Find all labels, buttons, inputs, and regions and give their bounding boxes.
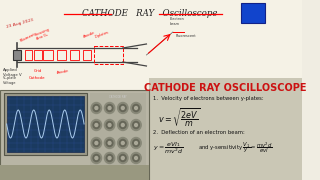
Text: Anode: Anode [57, 69, 70, 75]
Circle shape [91, 102, 101, 114]
Circle shape [121, 141, 124, 145]
Text: 1.  Velocity of electrons between y-plates:: 1. Velocity of electrons between y-plate… [153, 96, 264, 101]
Text: Focusing
Ano G₂: Focusing Ano G₂ [34, 27, 52, 41]
Circle shape [131, 102, 141, 114]
Text: and y-sensitivity $\dfrac{V_1}{y} = \dfrac{mv^2d}{evl}$: and y-sensitivity $\dfrac{V_1}{y} = \dfr… [198, 140, 273, 155]
Circle shape [104, 102, 115, 114]
Text: Grid: Grid [34, 69, 42, 73]
Text: $y = \dfrac{eVl_1}{mv^2 d}$: $y = \dfrac{eVl_1}{mv^2 d}$ [153, 140, 184, 156]
Circle shape [91, 152, 101, 163]
Circle shape [104, 138, 115, 148]
Circle shape [93, 122, 100, 129]
Circle shape [133, 122, 139, 129]
Bar [34, 50, 42, 60]
Circle shape [118, 120, 128, 130]
Circle shape [121, 156, 124, 159]
Circle shape [95, 107, 98, 109]
Circle shape [135, 107, 138, 109]
Circle shape [93, 154, 100, 161]
Bar [7, 96, 84, 152]
Circle shape [106, 140, 113, 147]
Circle shape [135, 123, 138, 127]
Circle shape [91, 120, 101, 130]
Text: Fluorescent: Fluorescent [176, 34, 196, 38]
Circle shape [133, 140, 139, 147]
Circle shape [108, 156, 111, 159]
Bar [4, 93, 87, 155]
Bar [94, 46, 123, 64]
Circle shape [135, 156, 138, 159]
Text: CATHODE RAY: CATHODE RAY [109, 95, 127, 99]
Text: 2.  Deflection of an electron beam:: 2. Deflection of an electron beam: [153, 130, 245, 135]
Circle shape [106, 154, 113, 161]
Bar [83, 50, 91, 60]
Circle shape [93, 105, 100, 111]
Circle shape [135, 141, 138, 145]
Circle shape [106, 122, 113, 129]
Circle shape [119, 140, 126, 147]
Bar [70, 50, 79, 60]
Text: D-plates: D-plates [94, 30, 110, 39]
Circle shape [93, 140, 100, 147]
Circle shape [121, 107, 124, 109]
Bar [149, 78, 302, 180]
Circle shape [95, 141, 98, 145]
Text: Applied
Voltage V: Applied Voltage V [3, 68, 21, 77]
Text: CATHODE   RAY   Oscilloscope: CATHODE RAY Oscilloscope [82, 9, 217, 18]
Circle shape [131, 120, 141, 130]
Bar [90, 93, 147, 170]
Circle shape [131, 152, 141, 163]
Circle shape [104, 120, 115, 130]
Circle shape [133, 105, 139, 111]
Circle shape [106, 105, 113, 111]
Circle shape [118, 152, 128, 163]
Circle shape [121, 123, 124, 127]
Circle shape [131, 138, 141, 148]
Circle shape [119, 154, 126, 161]
Circle shape [108, 107, 111, 109]
Bar [13, 50, 21, 60]
Text: Cathode: Cathode [28, 76, 45, 80]
Text: CATHODE RAY OSCILLOSCOPE: CATHODE RAY OSCILLOSCOPE [144, 83, 306, 93]
Text: 23 Aug 2023: 23 Aug 2023 [6, 18, 34, 29]
Text: Filament: Filament [19, 32, 36, 43]
Circle shape [119, 122, 126, 129]
Text: Electron
beam: Electron beam [170, 17, 185, 26]
Bar [25, 50, 32, 60]
Circle shape [118, 138, 128, 148]
Text: $v = \sqrt{\dfrac{2eV}{m}}$: $v = \sqrt{\dfrac{2eV}{m}}$ [158, 107, 200, 129]
Text: V₂-plate
Voltage: V₂-plate Voltage [3, 76, 17, 85]
Bar [57, 50, 66, 60]
Circle shape [91, 138, 101, 148]
Circle shape [133, 154, 139, 161]
Bar [44, 50, 53, 60]
Circle shape [118, 102, 128, 114]
Bar [0, 165, 149, 180]
Circle shape [108, 123, 111, 127]
Circle shape [104, 152, 115, 163]
Bar [0, 90, 149, 180]
Text: Anode: Anode [83, 31, 96, 39]
Bar [0, 0, 302, 90]
Bar [241, 3, 265, 23]
Circle shape [95, 123, 98, 127]
Circle shape [95, 156, 98, 159]
Circle shape [108, 141, 111, 145]
Circle shape [119, 105, 126, 111]
